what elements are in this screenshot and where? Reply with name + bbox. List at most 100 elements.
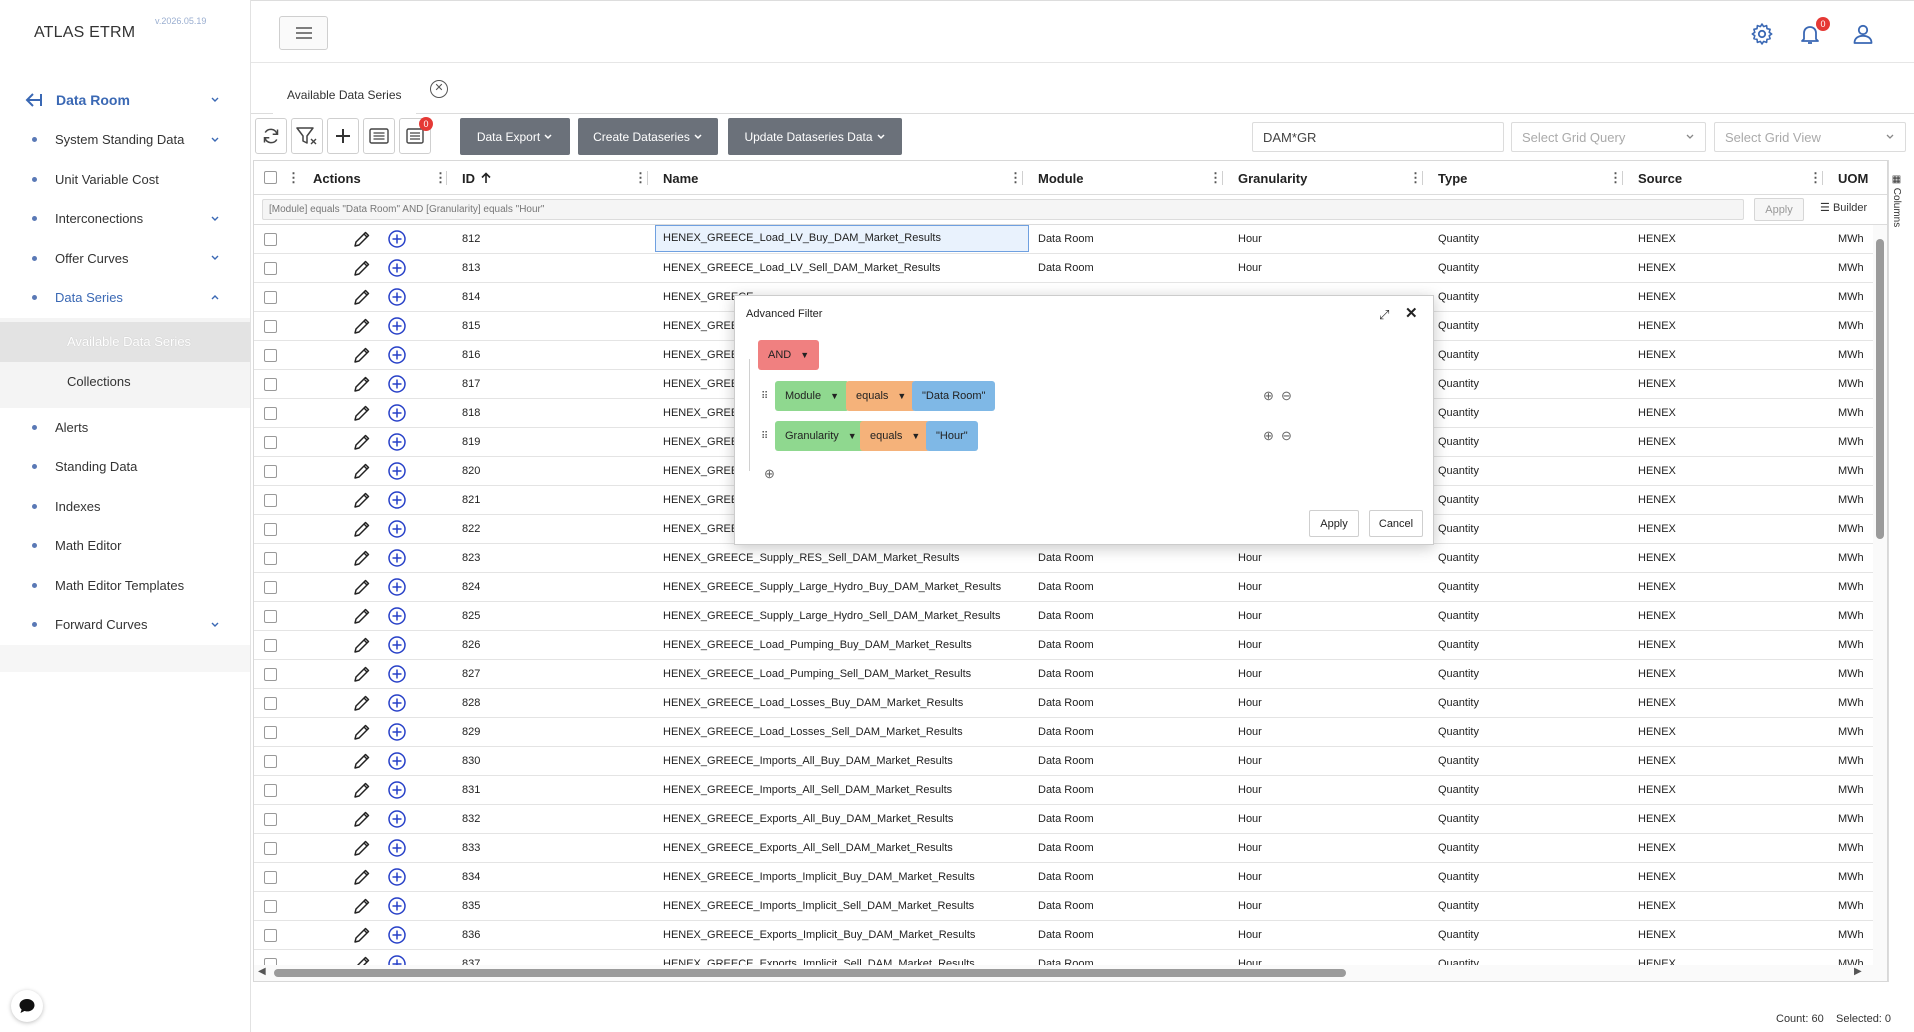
table-row[interactable]: 813 HENEX_GREECE_Load_LV_Sell_DAM_Market_… xyxy=(254,254,1874,283)
rule-2-add-icon[interactable]: ⊕ xyxy=(1263,428,1274,443)
cell-name[interactable]: HENEX_GREECE_Load_Pumping_Sell_DAM_Marke… xyxy=(663,668,972,680)
edit-icon[interactable] xyxy=(352,432,372,452)
edit-icon[interactable] xyxy=(352,606,372,626)
columns-panel-toggle[interactable]: ▦ Columns xyxy=(1888,160,1914,982)
add-circle-icon[interactable] xyxy=(387,635,407,655)
add-circle-icon[interactable] xyxy=(387,838,407,858)
sidebar-item-data-series[interactable]: Data Series xyxy=(0,278,250,318)
table-row[interactable]: 824 HENEX_GREECE_Supply_Large_Hydro_Buy_D… xyxy=(254,573,1874,602)
cell-name[interactable]: HENEX_GREECE_Imports_All_Sell_DAM_Market… xyxy=(663,784,953,796)
horizontal-scrollbar[interactable]: ◀ ▶ xyxy=(254,965,1887,981)
add-circle-icon[interactable] xyxy=(387,606,407,626)
select-all-checkbox[interactable] xyxy=(264,171,277,184)
table-row[interactable]: 834 HENEX_GREECE_Imports_Implicit_Buy_DAM… xyxy=(254,863,1874,892)
refresh-button[interactable] xyxy=(255,118,287,154)
cell-name[interactable]: HENEX_GREECE xyxy=(663,378,754,390)
data-export-button[interactable]: Data Export xyxy=(460,118,570,155)
sidebar-item-system-standing-data[interactable]: System Standing Data xyxy=(0,120,250,160)
column-menu-icon[interactable]: ⋮ xyxy=(634,170,647,185)
table-row[interactable]: 827 HENEX_GREECE_Load_Pumping_Sell_DAM_Ma… xyxy=(254,660,1874,689)
header-actions[interactable]: Actions xyxy=(313,170,361,186)
scroll-left-icon[interactable]: ◀ xyxy=(258,966,266,977)
close-icon[interactable]: ✕ xyxy=(1405,305,1418,322)
add-circle-icon[interactable] xyxy=(387,490,407,510)
table-row[interactable]: 830 HENEX_GREECE_Imports_All_Buy_DAM_Mark… xyxy=(254,747,1874,776)
vertical-scrollbar[interactable] xyxy=(1873,225,1887,965)
edit-icon[interactable] xyxy=(352,780,372,800)
rule-2-field[interactable]: Granularity ▼ xyxy=(775,421,867,451)
edit-icon[interactable] xyxy=(352,577,372,597)
row-checkbox[interactable] xyxy=(264,726,277,739)
edit-icon[interactable] xyxy=(352,345,372,365)
header-name[interactable]: Name xyxy=(663,170,699,186)
edit-icon[interactable] xyxy=(352,722,372,742)
add-circle-icon[interactable] xyxy=(387,316,407,336)
cell-name[interactable]: HENEX_GREECE xyxy=(663,465,754,477)
sidebar-item-alerts[interactable]: Alerts xyxy=(0,408,250,448)
menu-toggle-button[interactable] xyxy=(279,16,328,50)
cell-name[interactable]: HENEX_GREECE_Exports_Implicit_Buy_DAM_Ma… xyxy=(663,929,976,941)
edit-icon[interactable] xyxy=(352,867,372,887)
add-circle-icon[interactable] xyxy=(387,577,407,597)
cell-name[interactable]: HENEX_GREECE xyxy=(663,320,754,332)
table-row[interactable]: 826 HENEX_GREECE_Load_Pumping_Buy_DAM_Mar… xyxy=(254,631,1874,660)
cell-name[interactable]: HENEX_GREECE xyxy=(663,291,754,303)
cell-name[interactable]: HENEX_GREECE xyxy=(663,349,754,361)
cell-name[interactable]: HENEX_GREECE_Load_Losses_Buy_DAM_Market_… xyxy=(663,697,964,709)
dialog-apply-button[interactable]: Apply xyxy=(1309,510,1359,537)
table-row[interactable]: 829 HENEX_GREECE_Load_Losses_Sell_DAM_Mar… xyxy=(254,718,1874,747)
create-dataseries-button[interactable]: Create Dataseries xyxy=(578,118,718,155)
cell-name[interactable]: HENEX_GREECE_Load_Pumping_Buy_DAM_Market… xyxy=(663,639,972,651)
add-circle-icon[interactable] xyxy=(387,374,407,394)
edit-icon[interactable] xyxy=(352,229,372,249)
column-menu-icon[interactable]: ⋮ xyxy=(1809,170,1822,185)
row-checkbox[interactable] xyxy=(264,552,277,565)
cell-name[interactable]: HENEX_GREECE_Imports_All_Buy_DAM_Market_… xyxy=(663,755,953,767)
row-checkbox[interactable] xyxy=(264,813,277,826)
settings-button[interactable] xyxy=(1750,22,1776,48)
sidebar-subitem-available-data-series[interactable]: Available Data Series xyxy=(0,321,250,362)
cell-name[interactable]: HENEX_GREECE_Load_LV_Sell_DAM_Market_Res… xyxy=(663,262,941,274)
column-menu-icon[interactable]: ⋮ xyxy=(1609,170,1622,185)
add-circle-icon[interactable] xyxy=(387,519,407,539)
filter-builder-button[interactable]: ☰ Builder xyxy=(1820,201,1867,214)
sidebar-item-unit-variable-cost[interactable]: Unit Variable Cost xyxy=(0,160,250,200)
cell-name[interactable]: HENEX_GREECE_Supply_Large_Hydro_Buy_DAM_… xyxy=(663,581,1002,593)
header-uom[interactable]: UOM xyxy=(1838,170,1869,186)
column-menu-icon[interactable]: ⋮ xyxy=(1009,170,1022,185)
quick-search-input[interactable]: DAM*GR xyxy=(1252,122,1504,152)
add-circle-icon[interactable] xyxy=(387,258,407,278)
notifications-button[interactable]: 0 xyxy=(1798,17,1830,48)
table-row[interactable]: 825 HENEX_GREECE_Supply_Large_Hydro_Sell_… xyxy=(254,602,1874,631)
edit-icon[interactable] xyxy=(352,635,372,655)
edit-icon[interactable] xyxy=(352,258,372,278)
row-checkbox[interactable] xyxy=(264,929,277,942)
edit-icon[interactable] xyxy=(352,519,372,539)
row-checkbox[interactable] xyxy=(264,262,277,275)
row-checkbox[interactable] xyxy=(264,697,277,710)
sidebar-root-data-room[interactable]: Data Room xyxy=(0,80,250,120)
cell-name[interactable]: HENEX_GREECE xyxy=(663,494,754,506)
row-checkbox[interactable] xyxy=(264,320,277,333)
drag-handle-icon[interactable]: ⠿ xyxy=(761,391,768,402)
cell-name[interactable]: HENEX_GREECE xyxy=(663,523,754,535)
filter-apply-button[interactable]: Apply xyxy=(1754,198,1804,221)
column-menu-icon[interactable]: ⋮ xyxy=(434,170,447,185)
scroll-right-icon[interactable]: ▶ xyxy=(1854,966,1862,977)
column-menu-icon[interactable]: ⋮ xyxy=(287,170,300,185)
add-circle-icon[interactable] xyxy=(387,809,407,829)
table-row[interactable]: 828 HENEX_GREECE_Load_Losses_Buy_DAM_Mark… xyxy=(254,689,1874,718)
table-row[interactable]: 832 HENEX_GREECE_Exports_All_Buy_DAM_Mark… xyxy=(254,805,1874,834)
rule-1-remove-icon[interactable]: ⊖ xyxy=(1281,388,1292,403)
row-checkbox[interactable] xyxy=(264,349,277,362)
table-row[interactable]: 812 HENEX_GREECE_Load_LV_Buy_DAM_Market_R… xyxy=(254,225,1874,254)
edit-icon[interactable] xyxy=(352,461,372,481)
sidebar-item-math-editor-templates[interactable]: Math Editor Templates xyxy=(0,566,250,606)
row-checkbox[interactable] xyxy=(264,900,277,913)
table-row[interactable]: 836 HENEX_GREECE_Exports_Implicit_Buy_DAM… xyxy=(254,921,1874,950)
add-circle-icon[interactable] xyxy=(387,664,407,684)
update-dataseries-data-button[interactable]: Update Dataseries Data xyxy=(728,118,902,155)
add-circle-icon[interactable] xyxy=(387,722,407,742)
horizontal-scroll-thumb[interactable] xyxy=(274,969,1346,977)
table-row[interactable]: 823 HENEX_GREECE_Supply_RES_Sell_DAM_Mark… xyxy=(254,544,1874,573)
